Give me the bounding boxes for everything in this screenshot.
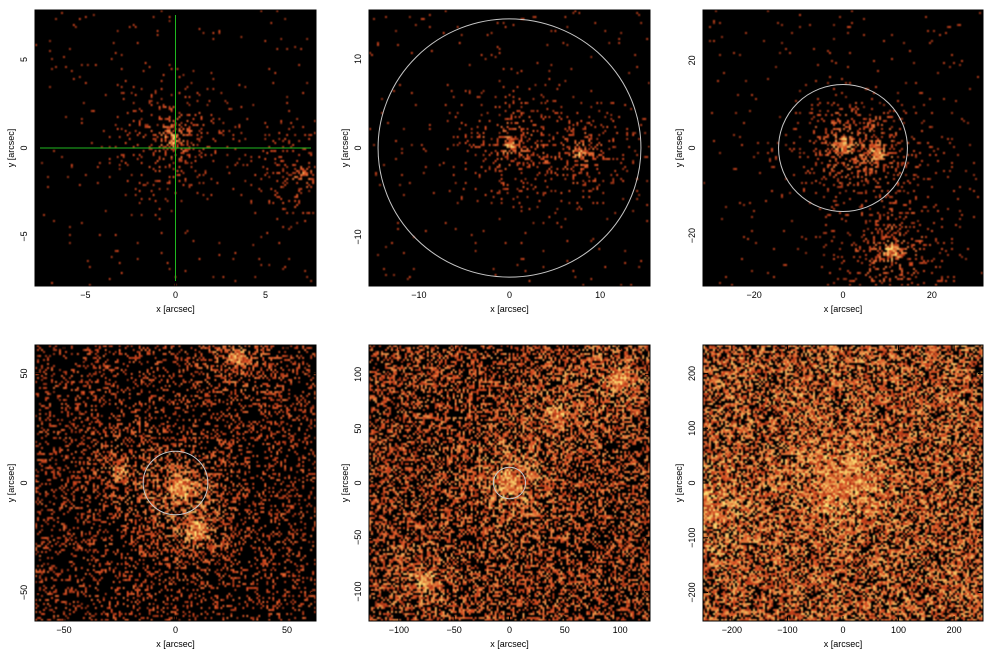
aperture-circle [142,450,209,516]
y-tick-label: −200 [687,582,697,602]
y-tick-label: −5 [19,231,29,241]
y-tick-label: 100 [353,367,363,382]
panel-6: −200 −100 0 100 200 −200 −100 0 100 200 x [arcsec]… [674,344,984,649]
panel-5: −100 −50 0 50 100 −100 −50 0 50 100 x [arcsec] y [a… [340,344,651,649]
panel-4: −50 0 50 −50 0 50 x [arcsec] y [arcsec] [6,344,317,649]
y-tick-label: 10 [353,54,363,64]
y-tick-label: 50 [353,424,363,434]
count-image [369,345,650,621]
y-axis-label: y [arcsec] [674,129,684,168]
x-tick-label: −10 [411,290,426,300]
count-image [703,10,983,286]
y-tick-label: −100 [353,582,363,602]
x-tick-label: 100 [613,625,628,635]
y-axis-label: y [arcsec] [6,464,16,503]
x-tick-label: 100 [891,625,906,635]
y-axis-label: y [arcsec] [340,129,350,168]
x-tick-label: −100 [777,625,797,635]
y-tick-label: 200 [687,366,697,381]
x-axis-label: x [arcsec] [824,304,863,314]
x-tick-label: 200 [947,625,962,635]
y-tick-label: 0 [19,480,29,485]
x-tick-label: 20 [927,290,937,300]
y-tick-label: 0 [353,145,363,150]
y-axis-label: y [arcsec] [6,129,16,168]
x-tick-label: 0 [840,625,845,635]
x-axis-label: x [arcsec] [824,639,863,649]
y-tick-label: 5 [19,57,29,62]
x-tick-label: 10 [595,290,605,300]
x-tick-label: −50 [447,625,462,635]
x-tick-label: 50 [282,625,292,635]
x-axis-label: x [arcsec] [490,304,529,314]
x-tick-label: 0 [507,290,512,300]
y-axis-label: y [arcsec] [340,464,350,503]
y-tick-label: 100 [687,421,697,436]
panel-2: −10 0 10 −10 0 10 x [arcsec] y [arcsec] [340,9,651,314]
x-tick-label: −20 [746,290,761,300]
x-tick-label: −50 [56,625,71,635]
x-axis-label: x [arcsec] [156,304,195,314]
x-tick-label: 5 [263,290,268,300]
y-tick-label: 0 [687,480,697,485]
x-tick-label: 0 [173,290,178,300]
y-tick-label: −20 [687,228,697,243]
y-tick-label: 0 [353,480,363,485]
count-image [35,345,316,621]
y-tick-label: 20 [687,55,697,65]
panel-3: −20 0 20 −20 0 20 x [arcsec] y [arcsec] [674,9,984,314]
count-image [369,10,650,286]
x-axis-label: x [arcsec] [156,639,195,649]
aperture-circle [492,466,527,500]
x-tick-label: −5 [80,290,90,300]
y-tick-label: −100 [687,528,697,548]
x-tick-label: −200 [722,625,742,635]
aperture-circle [778,83,908,213]
y-tick-label: −50 [353,530,363,545]
y-tick-label: 50 [19,368,29,378]
aperture-circle [377,18,642,278]
x-tick-label: 0 [840,290,845,300]
x-tick-label: 50 [560,625,570,635]
count-image [703,345,983,621]
x-tick-label: −100 [389,625,409,635]
x-tick-label: 0 [507,625,512,635]
y-tick-label: −50 [19,585,29,600]
x-axis-label: x [arcsec] [490,639,529,649]
y-tick-label: −10 [353,229,363,244]
y-axis-label: y [arcsec] [674,464,684,503]
panel-1: −5 0 5 −5 0 5 x [arcsec] y [arcsec] [6,9,317,314]
y-tick-label: 0 [19,145,29,150]
x-tick-label: 0 [173,625,178,635]
y-tick-label: 0 [687,145,697,150]
